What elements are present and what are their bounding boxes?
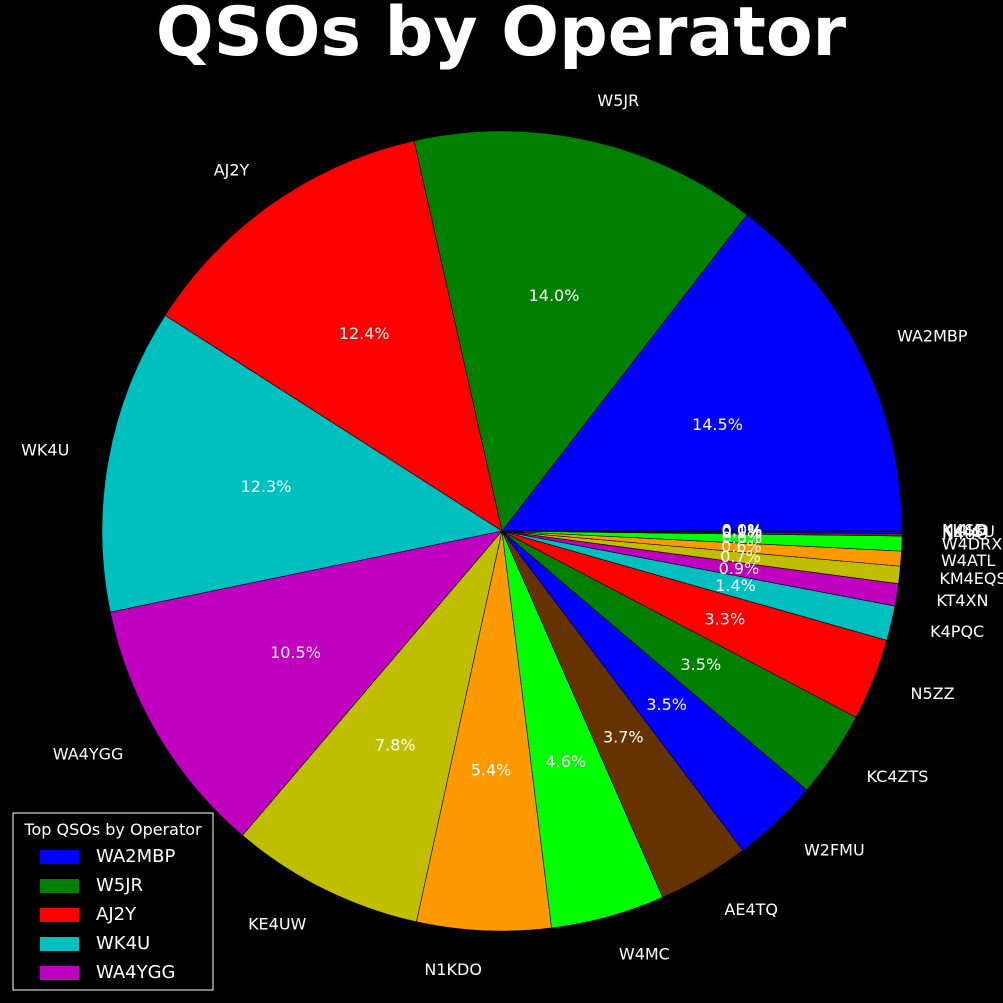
pct-label-k4pqc: 1.4% (715, 576, 756, 595)
pct-label-kc4zts: 3.5% (681, 655, 722, 674)
pie-slice-aj2y (164, 140, 503, 532)
legend: Top QSOs by Operator WA2MBPW5JRAJ2YWK4UW… (12, 812, 214, 991)
pct-label-kk4su: 0.1% (722, 521, 763, 540)
legend-swatch-aj2y (40, 908, 79, 922)
chart-title: QSOs by Operator (156, 0, 847, 72)
legend-label-aj2y: AJ2Y (96, 904, 137, 925)
slice-label-n1kdo: N1KDO (424, 960, 482, 979)
pie-slice-n1kdo (416, 530, 552, 932)
legend-swatch-w5jr (40, 879, 79, 893)
slice-label-aj2y: AJ2Y (214, 160, 250, 179)
slice-label-ae4tq: AE4TQ (724, 900, 778, 919)
pie-slice-w5jr (413, 130, 748, 532)
legend-label-wa4ygg: WA4YGG (96, 962, 175, 983)
pct-label-n5zz: 3.3% (705, 610, 746, 629)
legend-entries: WA2MBP W5JR AJ2Y WK4U WA4YGG (40, 846, 175, 983)
slice-label-n4uo: N4UO (942, 525, 988, 544)
slice-label-w4atl: W4ATL (941, 551, 995, 570)
legend-swatch-wa4ygg (40, 966, 79, 980)
pie-slice-wa4ygg (109, 530, 503, 836)
slice-label-w5jr: W5JR (597, 91, 639, 110)
pct-label-w4drx: 0.6% (722, 528, 763, 547)
pct-label-w5jr: 14.0% (529, 286, 580, 305)
slice-label-wa2mbp: WA2MBP (897, 327, 968, 346)
pct-label-ke4uw: 7.8% (375, 735, 416, 754)
slice-label-ke4uw: KE4UW (248, 915, 306, 934)
pct-label-w2fmu: 3.5% (646, 695, 687, 714)
slice-label-w4mc: W4MC (619, 945, 670, 964)
pct-label-wa4ygg: 10.5% (270, 643, 321, 662)
slice-label-kc4zts: KC4ZTS (867, 767, 929, 786)
legend-label-wk4u: WK4U (96, 933, 150, 954)
legend-swatch-wa2mbp (40, 850, 79, 864)
pct-label-kt4xn: 0.9% (719, 559, 760, 578)
pct-label-ae4tq: 3.7% (603, 728, 644, 747)
slice-label-ki4ld: KI4LD (942, 521, 989, 540)
pie-slice-wa2mbp (501, 214, 903, 532)
legend-title: Top QSOs by Operator (23, 820, 202, 839)
slice-label-km4eqs: KM4EQS (939, 569, 1003, 588)
slice-label-wa4ygg: WA4YGG (53, 745, 124, 764)
pct-label-wa2mbp: 14.5% (692, 415, 743, 434)
slice-label-n5zz: N5ZZ (911, 684, 955, 703)
pct-label-n4sd: 0.0% (722, 521, 763, 540)
pct-label-aj2y: 12.4% (339, 324, 390, 343)
legend-label-wa2mbp: WA2MBP (96, 846, 175, 867)
pct-label-n1kdo: 5.4% (471, 760, 512, 779)
pct-label-ki4ld: 0.0% (722, 521, 763, 540)
slice-labels: WA2MBP W5JR AJ2Y WK4U WA4YGG KE4UW N1KDO W4MC AE… (21, 91, 1003, 979)
slice-label-n4sd: N4SD (942, 521, 987, 540)
slice-label-k4pqc: K4PQC (930, 622, 984, 641)
pct-label-w4atl: 0.6% (721, 537, 762, 556)
pie-slice-ke4uw (242, 530, 503, 923)
pct-label-w4mc: 4.6% (545, 752, 586, 771)
percentage-labels: 14.5% 14.0% 12.4% 12.3% 10.5% 7.8% 5.4% 4.6% 3.7… (241, 286, 763, 779)
pie-slices (101, 130, 903, 932)
legend-box (12, 812, 214, 991)
legend-label-w5jr: W5JR (96, 875, 143, 896)
slice-label-w4drx: W4DRX (942, 534, 1002, 553)
pct-label-km4eqs: 0.7% (720, 547, 761, 566)
slice-label-w2fmu: W2FMU (804, 841, 865, 860)
pct-label-wk4u: 12.3% (241, 477, 292, 496)
slice-label-kk4su: KK4SU (942, 522, 995, 541)
pct-label-n4uo: 0.1% (722, 523, 763, 542)
slice-label-kt4xn: KT4XN (936, 591, 988, 610)
pie-slice-wk4u (101, 315, 503, 613)
legend-swatch-wk4u (40, 937, 79, 951)
slice-label-wk4u: WK4U (21, 441, 69, 460)
